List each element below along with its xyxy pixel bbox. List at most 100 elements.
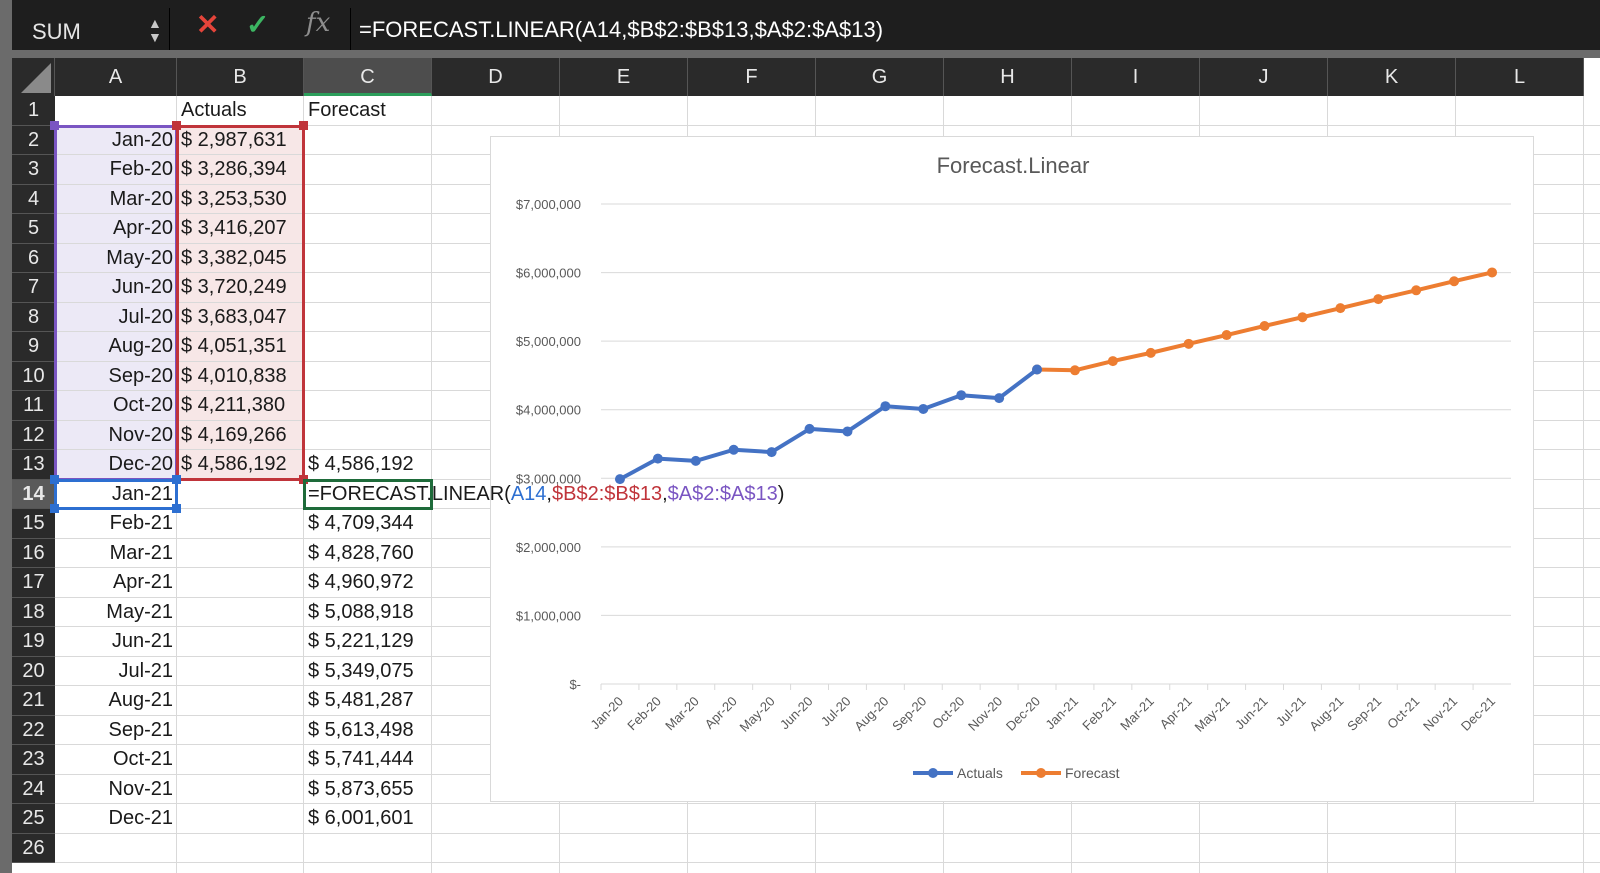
range-a14-border-handle[interactable] (172, 474, 181, 484)
row-header-24[interactable]: 24 (12, 774, 55, 804)
cell-c23[interactable]: $ 5,741,444 (308, 748, 414, 770)
column-header-l[interactable]: L (1456, 58, 1584, 96)
row-header-26[interactable]: 26 (12, 833, 55, 863)
column-header-g[interactable]: G (816, 58, 944, 96)
row-header-21[interactable]: 21 (12, 686, 55, 716)
column-header-j[interactable]: J (1200, 58, 1328, 96)
row-header-10[interactable]: 10 (12, 361, 55, 391)
range-a-border-handle[interactable] (50, 120, 59, 130)
cell-a7[interactable]: Jun-20 (111, 276, 173, 298)
cell-b12[interactable]: $ 4,169,266 (181, 423, 287, 446)
cell-c13[interactable]: $ 4,586,192 (308, 453, 414, 475)
row-header-23[interactable]: 23 (12, 745, 55, 775)
column-header-h[interactable]: H (944, 58, 1072, 96)
row-header-5[interactable]: 5 (12, 214, 55, 244)
cell-c20[interactable]: $ 5,349,075 (308, 659, 414, 682)
cell-a21[interactable]: Aug-21 (108, 689, 174, 711)
column-header-f[interactable]: F (688, 58, 816, 96)
cell-c14-editor[interactable]: =FORECAST.LINEAR(A14,$B$2:$B$13,$A$2:$A$… (304, 480, 804, 510)
cell-c15[interactable]: $ 4,709,344 (308, 512, 414, 534)
range-a14-border-handle[interactable] (50, 504, 59, 513)
cell-b6[interactable]: $ 3,382,045 (181, 246, 287, 269)
cell-a25[interactable]: Dec-21 (108, 807, 173, 829)
row-header-3[interactable]: 3 (12, 155, 55, 185)
column-header-e[interactable]: E (560, 58, 688, 96)
cell-a9[interactable]: Aug-20 (108, 335, 174, 357)
name-box-spinner-icon[interactable]: ▲ ▼ (148, 15, 162, 45)
cell-b11[interactable]: $ 4,211,380 (181, 394, 286, 416)
cell-a20[interactable]: Jul-21 (118, 659, 173, 682)
select-all-button[interactable] (12, 58, 55, 96)
cell-b10[interactable]: $ 4,010,838 (181, 364, 287, 387)
row-header-20[interactable]: 20 (12, 656, 55, 686)
cell-b4[interactable]: $ 3,253,530 (181, 187, 287, 210)
row-header-25[interactable]: 25 (12, 804, 55, 834)
cell-b8[interactable]: $ 3,683,047 (181, 305, 287, 328)
cell-c24[interactable]: $ 5,873,655 (308, 777, 414, 800)
cell-a2[interactable]: Jan-20 (111, 128, 173, 151)
chart[interactable]: Forecast.Linear $- $1,000,000 $2,000,000 $3,… (490, 136, 1534, 802)
cell-b5[interactable]: $ 3,416,207 (181, 217, 287, 239)
cell-a11[interactable]: Oct-20 (112, 394, 173, 416)
row-header-12[interactable]: 12 (12, 420, 55, 450)
name-box[interactable]: SUM ▲ ▼ (12, 8, 170, 50)
range-a14-border-handle[interactable] (172, 504, 181, 513)
cell-c22[interactable]: $ 5,613,498 (308, 718, 414, 741)
column-header-d[interactable]: D (432, 58, 560, 96)
column-header-a[interactable]: A (55, 58, 177, 96)
cell-a16[interactable]: Mar-21 (109, 541, 173, 564)
range-b-border-handle[interactable] (172, 120, 181, 130)
formula-input[interactable]: =FORECAST.LINEAR(A14,$B$2:$B$13,$A$2:$A$… (350, 8, 1600, 50)
cell-c18[interactable]: $ 5,088,918 (308, 600, 414, 623)
cell-a15[interactable]: Feb-21 (109, 512, 173, 534)
cell-a24[interactable]: Nov-21 (108, 777, 173, 800)
cell-c16[interactable]: $ 4,828,760 (308, 541, 414, 564)
cell-a14[interactable]: Jan-21 (111, 482, 173, 505)
cell-c19[interactable]: $ 5,221,129 (308, 630, 414, 652)
column-header-k[interactable]: K (1328, 58, 1456, 96)
cell-a22[interactable]: Sep-21 (108, 718, 174, 741)
row-header-11[interactable]: 11 (12, 391, 55, 421)
cell-a4[interactable]: Mar-20 (109, 187, 173, 210)
cell-a12[interactable]: Nov-20 (108, 423, 173, 446)
row-header-13[interactable]: 13 (12, 450, 55, 480)
row-header-6[interactable]: 6 (12, 243, 55, 273)
row-header-8[interactable]: 8 (12, 302, 55, 332)
cell-c21[interactable]: $ 5,481,287 (308, 689, 414, 711)
row-header-17[interactable]: 17 (12, 568, 55, 598)
row-header-19[interactable]: 19 (12, 627, 55, 657)
cell-b2[interactable]: $ 2,987,631 (181, 128, 287, 151)
cell-c1[interactable]: Forecast (308, 99, 386, 121)
cell-a5[interactable]: Apr-20 (112, 217, 173, 239)
row-header-18[interactable]: 18 (12, 597, 55, 627)
cell-a18[interactable]: May-21 (106, 600, 173, 623)
row-header-4[interactable]: 4 (12, 184, 55, 214)
row-header-15[interactable]: 15 (12, 509, 55, 539)
cell-b13[interactable]: $ 4,586,192 (181, 453, 287, 475)
cell-b9[interactable]: $ 4,051,351 (181, 335, 287, 357)
column-header-c[interactable]: C (304, 58, 432, 96)
range-a14-border-handle[interactable] (50, 474, 59, 484)
column-header-b[interactable]: B (177, 58, 304, 96)
insert-function-button[interactable]: fx (306, 8, 331, 38)
row-header-1[interactable]: 1 (12, 96, 55, 126)
cell-b7[interactable]: $ 3,720,249 (181, 276, 287, 298)
cell-c25[interactable]: $ 6,001,601 (308, 807, 414, 829)
cancel-icon[interactable]: ✕ (196, 9, 220, 40)
cell-c17[interactable]: $ 4,960,972 (308, 571, 414, 593)
row-header-2[interactable]: 2 (12, 125, 55, 155)
column-header-i[interactable]: I (1072, 58, 1200, 96)
row-header-7[interactable]: 7 (12, 273, 55, 303)
cell-a17[interactable]: Apr-21 (112, 571, 173, 593)
row-header-16[interactable]: 16 (12, 538, 55, 568)
row-header-22[interactable]: 22 (12, 715, 55, 745)
cell-b1[interactable]: Actuals (181, 99, 247, 121)
cell-a8[interactable]: Jul-20 (118, 305, 173, 328)
row-header-14[interactable]: 14 (12, 479, 55, 509)
cell-a19[interactable]: Jun-21 (111, 630, 173, 652)
cell-a10[interactable]: Sep-20 (108, 364, 174, 387)
checkmark-icon[interactable]: ✓ (246, 9, 270, 40)
cell-a13[interactable]: Dec-20 (108, 453, 173, 475)
range-b-border-handle[interactable] (299, 120, 308, 130)
row-header-9[interactable]: 9 (12, 332, 55, 362)
